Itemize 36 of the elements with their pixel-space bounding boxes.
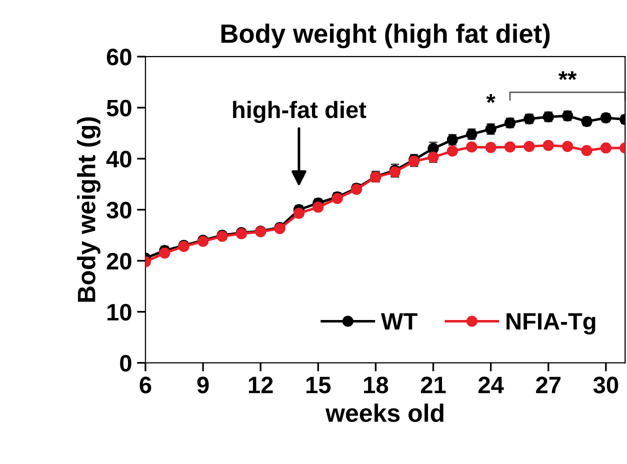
x-tick-label: 6	[140, 376, 152, 394]
point	[581, 144, 592, 156]
y-tick-label: 30	[106, 202, 132, 219]
point	[312, 202, 324, 213]
x-tick-label: 9	[197, 376, 209, 394]
point	[600, 142, 612, 154]
chart-title: Body weight (high fat diet)	[221, 24, 550, 48]
x-tick-label: 21	[420, 376, 446, 394]
x-axis-title: weeks old	[325, 404, 444, 422]
x-tick-label: 18	[364, 376, 388, 394]
y-axis-title: Body weight (g)	[77, 117, 100, 302]
x-tick-label: 30	[593, 376, 618, 394]
annotation: high-fat diet	[233, 100, 366, 123]
y-tick-label: 60	[106, 48, 132, 66]
point	[293, 208, 305, 219]
y-tick-label: 0	[120, 354, 132, 372]
point	[466, 141, 478, 153]
point	[485, 142, 496, 154]
annotation: *	[486, 94, 496, 103]
point	[562, 140, 574, 152]
y-tick-label: 10	[107, 304, 132, 321]
y-tick-label: 20	[106, 252, 132, 270]
x-tick-label: 15	[306, 376, 331, 394]
x-tick-label: 27	[536, 376, 560, 394]
point	[504, 141, 516, 153]
x-tick-label: 12	[248, 376, 273, 394]
point	[524, 140, 535, 152]
legend-label: NFIA-Tg	[506, 313, 596, 335]
point	[446, 145, 458, 157]
point	[159, 248, 170, 259]
point	[542, 140, 554, 151]
x-tick-label: 24	[478, 376, 504, 394]
y-tick-label: 40	[106, 150, 132, 168]
annotation: **	[558, 71, 577, 80]
y-tick-label: 50	[106, 100, 132, 116]
legend-label: WT	[380, 313, 418, 330]
